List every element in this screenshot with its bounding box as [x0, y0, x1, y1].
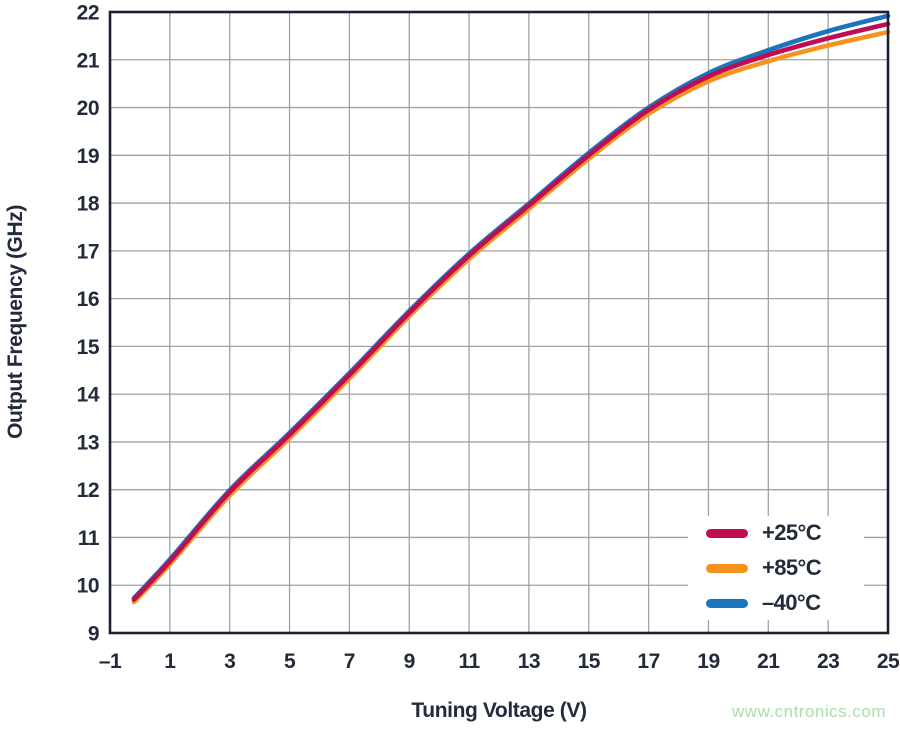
watermark: www.cntronics.com: [732, 702, 886, 721]
y-tick-label: 11: [78, 527, 100, 550]
y-tick-label: 19: [77, 145, 99, 168]
legend-item-25c: +25°C: [688, 518, 864, 548]
x-tick-label: 25: [877, 650, 900, 673]
x-tick-label: 15: [578, 650, 601, 673]
x-tick-label: –1: [99, 650, 122, 673]
legend-swatch-85c-icon: [706, 563, 748, 573]
x-tick-label: 21: [757, 650, 780, 673]
series-line-–40°C: [131, 13, 891, 601]
x-tick-label: 19: [697, 650, 719, 673]
y-tick-label: 14: [77, 384, 100, 407]
legend-label-85c: +85°C: [762, 555, 822, 580]
y-tick-label: 17: [77, 240, 99, 263]
y-tick-label: 20: [77, 97, 99, 120]
y-tick-label: 10: [77, 575, 99, 598]
x-tick-label: 17: [637, 650, 659, 673]
y-axis-title: Output Frequency (GHz): [4, 205, 27, 439]
legend-swatch-40c-icon: [706, 598, 748, 608]
y-tick-label: 18: [77, 193, 100, 216]
series-line-+85°C: [131, 29, 891, 605]
legend-swatch-25c-icon: [706, 528, 748, 538]
legend-label-25c: +25°C: [762, 520, 822, 545]
x-axis-title: Tuning Voltage (V): [411, 699, 587, 722]
legend-item-85c: +85°C: [688, 553, 864, 583]
y-tick-label: 12: [77, 479, 99, 502]
y-tick-label: 16: [77, 288, 99, 311]
y-tick-label: 13: [77, 431, 99, 454]
x-tick-label: 9: [404, 650, 415, 673]
legend-label-40c: –40°C: [762, 590, 821, 615]
x-tick-label: 7: [344, 650, 355, 673]
legend: +25°C +85°C –40°C: [688, 516, 864, 620]
series-line-+25°C: [131, 21, 891, 602]
x-tick-label: 13: [518, 650, 540, 673]
y-tick-label: 21: [77, 49, 100, 72]
y-tick-label: 15: [77, 336, 100, 359]
y-tick-label: 22: [77, 2, 99, 25]
plot-border: [108, 10, 890, 635]
x-tick-label: 1: [164, 650, 176, 673]
x-tick-label: 5: [284, 650, 296, 673]
y-tick-label: 9: [88, 623, 99, 646]
x-tick-label: 11: [458, 650, 480, 673]
x-tick-label: 23: [817, 650, 839, 673]
legend-item-40c: –40°C: [688, 588, 864, 618]
x-tick-label: 3: [224, 650, 235, 673]
